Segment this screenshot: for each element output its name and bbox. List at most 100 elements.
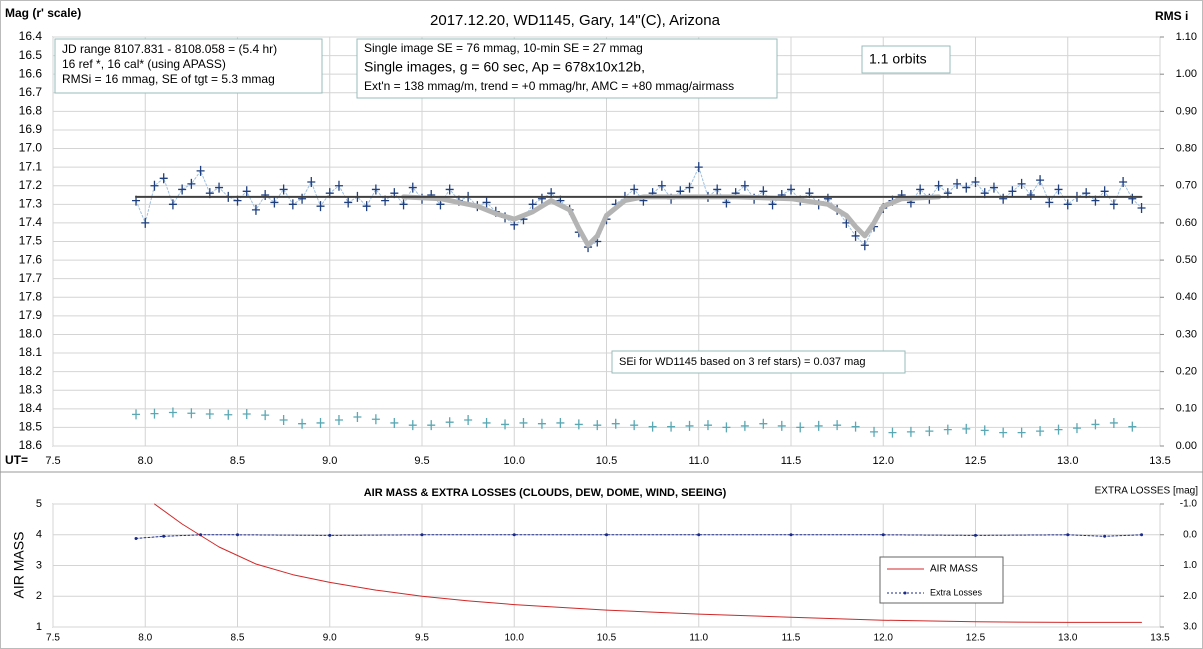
data-point [630, 184, 639, 195]
data-point [906, 426, 915, 437]
data-point [205, 409, 214, 420]
y-tick-label: 17.7 [19, 271, 43, 285]
data-point [199, 533, 203, 537]
data-point [242, 409, 251, 420]
x-tick-label: 7.5 [45, 455, 60, 467]
y2-tick-label: -1.0 [1180, 499, 1198, 510]
data-point [1128, 421, 1137, 432]
legend-label: Extra Losses [930, 587, 983, 597]
data-point [132, 409, 141, 420]
data-point [162, 534, 166, 538]
y2-tick-label: 0.50 [1176, 254, 1197, 266]
data-point [224, 409, 233, 420]
y2-tick-label: 0.80 [1176, 142, 1197, 154]
data-point [1054, 184, 1063, 195]
annotation-box [861, 45, 951, 74]
y-axis-label: AIR MASS [11, 532, 27, 599]
data-point [445, 417, 454, 428]
y-tick-label: 16.9 [19, 122, 43, 136]
data-point [881, 533, 885, 537]
data-point [556, 417, 565, 428]
annotation-text: 16 ref *, 16 cal* (using APASS) [62, 57, 226, 71]
data-point [408, 420, 417, 431]
annotation-text: Ext'n = 138 mmag/m, trend = +0 mmag/hr, … [364, 79, 734, 93]
y-tick-label: 18.0 [19, 327, 43, 341]
data-point [648, 421, 657, 432]
x-tick-label: 12.0 [874, 633, 894, 644]
y2-tick-label: 2.0 [1183, 591, 1197, 602]
data-point [316, 201, 325, 212]
data-point [270, 197, 279, 208]
data-point [740, 180, 749, 191]
data-point [1109, 199, 1118, 210]
data-point [605, 533, 608, 537]
data-point [1128, 193, 1137, 204]
y-tick-label: 4 [36, 529, 42, 541]
data-point [934, 180, 943, 191]
data-point [187, 178, 196, 189]
data-point [574, 419, 583, 430]
y-tick-label: 17.1 [19, 159, 43, 173]
data-point [408, 182, 417, 193]
series-line [135, 534, 1142, 539]
y2-tick-label: 3.0 [1183, 622, 1197, 633]
x-tick-label: 8.5 [230, 455, 245, 467]
annotation-box [611, 350, 906, 374]
data-point [344, 197, 353, 208]
chart-title: AIR MASS & EXTRA LOSSES (CLOUDS, DEW, DO… [364, 487, 727, 499]
data-point [1017, 178, 1026, 189]
data-point [787, 184, 795, 195]
data-point [888, 427, 897, 438]
series-line [401, 194, 942, 248]
y-tick-label: 16.4 [19, 29, 43, 43]
data-point [187, 408, 196, 419]
data-point [851, 421, 860, 432]
data-point [814, 420, 823, 431]
data-point [1140, 533, 1144, 537]
data-point [870, 426, 879, 437]
y2-tick-label: 0.40 [1176, 291, 1197, 303]
x-tick-label: 11.0 [689, 633, 708, 644]
data-point [925, 426, 934, 437]
data-point [611, 418, 620, 429]
y2-tick-label: 1.00 [1176, 68, 1197, 80]
chart-title: 2017.12.20, WD1145, Gary, 14"(C), Arizon… [430, 12, 721, 29]
data-point [833, 420, 842, 431]
y2-tick-label: 1.10 [1176, 31, 1197, 43]
annotation-text: Single image SE = 76 mmag, 10-min SE = 2… [364, 41, 643, 55]
data-point [334, 414, 343, 425]
data-point [1036, 426, 1045, 437]
annotation-text: Single images, g = 60 sec, Ap = 678x10x1… [364, 59, 645, 75]
x-tick-label: 7.5 [46, 633, 60, 644]
y2-tick-label: 0.10 [1176, 403, 1197, 415]
data-point [1137, 203, 1146, 214]
data-point [1091, 419, 1100, 430]
data-point [464, 414, 473, 425]
data-point [168, 199, 177, 210]
data-point [279, 184, 288, 195]
data-point [501, 419, 510, 430]
x-tick-label: 9.5 [414, 455, 429, 467]
data-point [842, 217, 851, 228]
y-tick-label: 18.1 [19, 345, 43, 359]
annotation-text: RMSi = 16 mmag, SE of tgt = 5.3 mmag [62, 72, 275, 86]
y2-tick-label: 0.0 [1183, 529, 1197, 540]
data-point [371, 184, 380, 195]
y-tick-label: 16.6 [19, 66, 43, 80]
y2-tick-label: 0.00 [1176, 440, 1197, 452]
data-point [150, 180, 159, 191]
data-point [178, 184, 187, 195]
data-point [1026, 190, 1035, 201]
y-tick-label: 5 [36, 498, 42, 510]
y-tick-label: 2 [36, 590, 42, 602]
x-tick-label: 8.0 [138, 633, 152, 644]
y-tick-label: 17.0 [19, 141, 43, 155]
data-point [236, 533, 239, 537]
data-point [593, 420, 602, 431]
data-point [353, 411, 362, 422]
data-point [759, 186, 768, 197]
y-tick-label: 17.5 [19, 234, 43, 248]
data-point [916, 184, 925, 195]
data-point [768, 199, 777, 210]
